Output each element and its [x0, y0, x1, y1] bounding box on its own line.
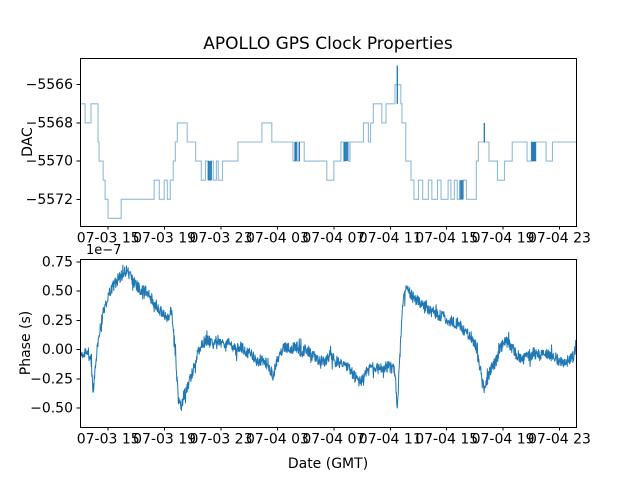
x-tick-label: 07-03 19 — [133, 432, 196, 448]
x-tick-label: 07-03 23 — [190, 231, 253, 247]
x-tick-label: 07-03 15 — [77, 432, 140, 448]
x-tick-label: 07-04 15 — [415, 432, 478, 448]
figure-title: APOLLO GPS Clock Properties — [203, 34, 453, 54]
axes-spines — [80, 58, 577, 227]
x-tick-label: 07-04 23 — [528, 432, 591, 448]
phase-axis-label: Phase (s) — [18, 310, 34, 376]
x-tick-label: 07-04 19 — [472, 432, 535, 448]
x-tick-label: 07-03 15 — [77, 231, 140, 247]
x-tick-label: 07-04 07 — [302, 231, 365, 247]
x-tick-label: 07-04 07 — [302, 432, 365, 448]
x-tick-label: 07-03 19 — [133, 231, 196, 247]
x-tick-label: 07-03 23 — [190, 432, 253, 448]
x-tick-label: 07-04 11 — [359, 231, 422, 247]
phase-line — [80, 264, 576, 411]
x-tick-label: 07-04 03 — [246, 231, 309, 247]
y-tick-label: 0.50 — [42, 284, 73, 300]
y-tick-label: −5572 — [26, 192, 73, 208]
y-tick-label: −0.50 — [30, 401, 73, 417]
x-tick-label: 07-04 19 — [472, 231, 535, 247]
axes-spines — [80, 259, 577, 428]
y-tick-label: 0.00 — [42, 342, 73, 358]
x-tick-label: 07-04 23 — [528, 231, 591, 247]
y-tick-label: −5566 — [26, 77, 73, 93]
x-tick-label: 07-04 03 — [246, 432, 309, 448]
y-tick-label: 0.75 — [42, 255, 73, 271]
date-axis-label: Date (GMT) — [287, 456, 369, 472]
phase-offset-text: 1e−7 — [86, 243, 122, 258]
y-tick-label: −5570 — [26, 154, 73, 170]
dac-step-line — [80, 84, 576, 219]
y-tick-label: 0.25 — [42, 313, 73, 329]
x-tick-label: 07-04 15 — [415, 231, 478, 247]
y-tick-label: −0.25 — [30, 371, 73, 387]
y-tick-label: −5568 — [26, 115, 73, 131]
x-tick-label: 07-04 11 — [359, 432, 422, 448]
dac-axis-label: DAC — [20, 127, 36, 157]
